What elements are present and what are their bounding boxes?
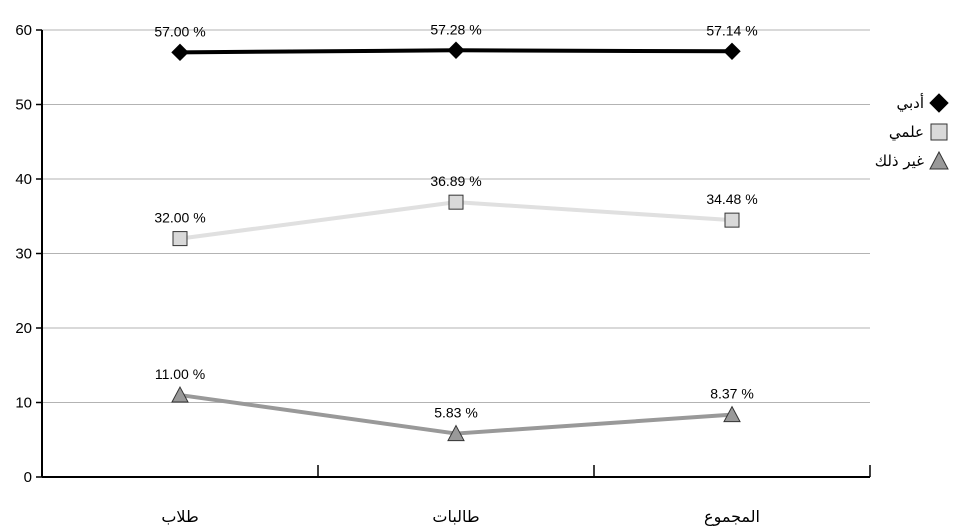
data-label: 8.37 % [710, 386, 754, 402]
y-tick-label: 20 [15, 320, 32, 337]
x-category-label: طلاب [161, 507, 198, 526]
x-category-labels: طلاب طالبات المجموع [161, 507, 760, 527]
data-label: 34.48 % [706, 191, 757, 207]
data-label: 32.00 % [154, 210, 205, 226]
y-tick-label: 60 [15, 22, 32, 39]
legend-label: علمي [889, 123, 924, 142]
x-category-label: طالبات [432, 507, 479, 526]
data-label: 57.00 % [154, 23, 205, 39]
data-point-marker [448, 194, 464, 210]
data-label: 11.00 % [155, 366, 205, 382]
data-point-marker [172, 231, 188, 247]
data-label: 36.89 % [430, 173, 481, 189]
y-tick-label: 30 [15, 246, 32, 263]
data-point-marker [171, 43, 189, 62]
data-point-marker [447, 424, 465, 442]
data-label: 57.14 % [706, 22, 757, 38]
data-label: 57.28 % [430, 21, 481, 37]
y-tick-label: 40 [15, 171, 32, 188]
legend-label: أدبي [896, 93, 924, 113]
y-tick-label: 10 [15, 395, 32, 412]
gridlines [42, 29, 870, 403]
data-point-marker [447, 41, 465, 59]
data-labels: 57.00 % 57.28 % 57.14 % 32.00 % 36.89 % 34.48… [154, 21, 757, 420]
y-tick-label: 0 [24, 469, 32, 486]
series-lines [179, 48, 733, 436]
legend-marker [929, 93, 949, 113]
y-tick-labels: 0 10 20 30 40 50 60 [15, 22, 32, 486]
data-point-marker [723, 405, 741, 423]
axes [36, 29, 871, 478]
data-point-marker [723, 42, 741, 61]
series-markers [171, 41, 741, 442]
y-tick-label: 50 [15, 97, 32, 114]
legend-marker [930, 123, 948, 141]
legend: أدبي علمي غير ذلك [875, 93, 949, 170]
x-category-label: المجموع [704, 507, 760, 527]
data-point-marker [171, 385, 189, 403]
legend-marker [929, 150, 949, 170]
data-point-marker [724, 212, 740, 228]
legend-label: غير ذلك [875, 152, 924, 170]
data-label: 5.83 % [434, 405, 478, 421]
